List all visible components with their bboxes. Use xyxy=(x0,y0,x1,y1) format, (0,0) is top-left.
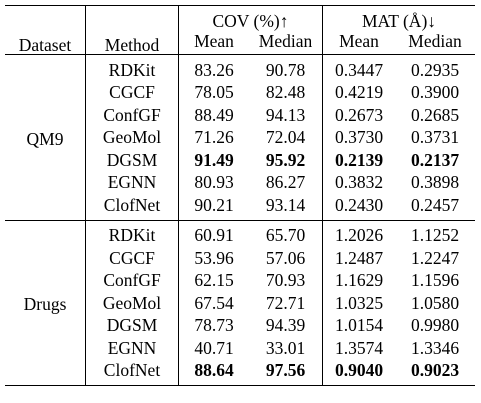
mat-median-cell: 1.0580 xyxy=(410,292,460,313)
mat-mean-cell: 1.0325 xyxy=(334,292,384,313)
mat-median-header: Median xyxy=(408,31,462,52)
cov-median-cell: 82.48 xyxy=(249,81,323,104)
method-header: Method xyxy=(85,5,179,55)
cov-mean-cell: 78.73 xyxy=(194,315,234,335)
cov-mean-cell: 91.49 xyxy=(194,149,234,170)
mat-median-cell: 0.2137 xyxy=(410,149,460,170)
mat-mean-cell: 0.2673 xyxy=(334,104,384,125)
table-row: DGSM 78.73 94.39 1.0154 0.9980 xyxy=(5,314,475,337)
mat-mean-cell: 1.0154 xyxy=(334,315,384,335)
cov-median-cell: 72.04 xyxy=(249,126,323,149)
mat-mean-cell: 0.2139 xyxy=(334,149,384,170)
mat-mean-cell: 0.9040 xyxy=(334,360,384,380)
mat-mean-cell: 1.2026 xyxy=(334,225,384,245)
method-cell: RDKit xyxy=(85,220,179,247)
mat-mean-cell: 0.3832 xyxy=(334,172,384,192)
method-cell: CGCF xyxy=(85,247,179,270)
cov-mean-cell: 60.91 xyxy=(194,225,234,245)
method-cell: GeoMol xyxy=(85,292,179,315)
method-cell: EGNN xyxy=(85,171,179,194)
mat-median-cell: 0.2685 xyxy=(410,104,460,125)
table-row: GeoMol 67.54 72.71 1.0325 1.0580 xyxy=(5,292,475,315)
table-row: Drugs RDKit 60.91 65.70 1.2026 1.1252 xyxy=(5,220,475,386)
cov-median-cell: 93.14 xyxy=(249,194,323,220)
table-row: QM9 RDKit 83.26 90.78 0.3447 0.2935 xyxy=(5,54,475,221)
dataset-header: Dataset xyxy=(5,5,86,55)
dataset-cell: Drugs xyxy=(5,220,86,386)
mat-header: MAT (Å)↓ xyxy=(361,10,437,31)
mat-mean-cell: 0.4219 xyxy=(334,82,384,102)
method-cell: EGNN xyxy=(85,337,179,360)
table-body: QM9 RDKit 83.26 90.78 0.3447 0.2935 CGCF 78.05 8… xyxy=(5,54,475,386)
cov-mean-cell: 88.64 xyxy=(194,360,234,380)
cov-mean-cell: 80.93 xyxy=(194,172,234,192)
table-row: CGCF 78.05 82.48 0.4219 0.3900 xyxy=(5,81,475,104)
cov-mean-cell: 90.21 xyxy=(194,194,234,215)
cov-mean-cell: 88.49 xyxy=(194,104,234,125)
method-cell: CGCF xyxy=(85,81,179,104)
table-row: EGNN 40.71 33.01 1.3574 1.3346 xyxy=(5,337,475,360)
mat-mean-cell: 1.2487 xyxy=(334,247,384,268)
cov-median-cell: 97.56 xyxy=(249,359,323,386)
mat-median-cell: 0.9980 xyxy=(410,315,460,335)
method-cell: RDKit xyxy=(85,54,179,82)
dataset-cell: QM9 xyxy=(5,54,86,221)
table-row: ClofNet 90.21 93.14 0.2430 0.2457 xyxy=(5,194,475,220)
method-cell: ConfGF xyxy=(85,104,179,127)
mat-median-cell: 1.1596 xyxy=(410,270,460,290)
mat-median-cell: 0.2935 xyxy=(410,59,460,80)
method-cell: DGSM xyxy=(85,149,179,172)
header-row-1: Dataset Method COV (%)↑ MAT (Å)↓ xyxy=(5,5,475,55)
cov-median-cell: 94.39 xyxy=(249,314,323,337)
mat-median-cell: 0.3898 xyxy=(410,172,460,192)
mat-mean-cell: 1.1629 xyxy=(334,270,384,290)
mat-median-cell: 1.3346 xyxy=(410,337,460,358)
cov-median-header: Median xyxy=(249,30,323,55)
cov-median-cell: 94.13 xyxy=(249,104,323,127)
cov-mean-cell: 67.54 xyxy=(194,292,234,313)
cov-median-cell: 57.06 xyxy=(249,247,323,270)
table-row: ClofNet 88.64 97.56 0.9040 0.9023 xyxy=(5,359,475,386)
mat-mean-cell: 0.2430 xyxy=(334,194,384,215)
cov-mean-cell: 53.96 xyxy=(194,247,234,268)
table-row: ConfGF 88.49 94.13 0.2673 0.2685 xyxy=(5,104,475,127)
mat-mean-header: Mean xyxy=(339,31,379,52)
mat-mean-cell: 0.3447 xyxy=(334,59,384,80)
mat-median-cell: 0.2457 xyxy=(410,194,460,215)
mat-mean-cell: 1.3574 xyxy=(334,337,384,358)
table-row: GeoMol 71.26 72.04 0.3730 0.3731 xyxy=(5,126,475,149)
method-cell: ConfGF xyxy=(85,269,179,292)
cov-median-cell: 90.78 xyxy=(249,54,323,82)
mat-median-cell: 1.1252 xyxy=(410,225,460,245)
mat-median-cell: 0.3731 xyxy=(410,127,460,147)
mat-median-cell: 0.3900 xyxy=(410,82,460,102)
method-cell: GeoMol xyxy=(85,126,179,149)
cov-median-cell: 72.71 xyxy=(249,292,323,315)
mat-median-cell: 0.9023 xyxy=(410,360,460,380)
mat-median-cell: 1.2247 xyxy=(410,247,460,268)
results-table: Dataset Method COV (%)↑ MAT (Å)↓ Mean Me… xyxy=(5,5,475,386)
method-cell: ClofNet xyxy=(85,359,179,386)
cov-header: COV (%)↑ xyxy=(178,5,323,30)
cov-mean-cell: 83.26 xyxy=(194,59,234,80)
method-cell: DGSM xyxy=(85,314,179,337)
cov-median-cell: 86.27 xyxy=(249,171,323,194)
table-row: ConfGF 62.15 70.93 1.1629 1.1596 xyxy=(5,269,475,292)
mat-mean-cell: 0.3730 xyxy=(334,127,384,147)
cov-median-cell: 65.70 xyxy=(249,220,323,247)
table-row: EGNN 80.93 86.27 0.3832 0.3898 xyxy=(5,171,475,194)
cov-mean-cell: 40.71 xyxy=(194,337,234,358)
cov-median-cell: 70.93 xyxy=(249,269,323,292)
table-row: DGSM 91.49 95.92 0.2139 0.2137 xyxy=(5,149,475,172)
cov-mean-cell: 62.15 xyxy=(194,270,234,290)
header-row-2: Mean Median Mean Median xyxy=(5,30,475,55)
cov-mean-cell: 71.26 xyxy=(194,127,234,147)
cov-median-cell: 33.01 xyxy=(249,337,323,360)
cov-mean-cell: 78.05 xyxy=(194,82,234,102)
cov-mean-header: Mean xyxy=(194,31,234,52)
table-row: CGCF 53.96 57.06 1.2487 1.2247 xyxy=(5,247,475,270)
method-cell: ClofNet xyxy=(85,194,179,220)
cov-median-cell: 95.92 xyxy=(249,149,323,172)
